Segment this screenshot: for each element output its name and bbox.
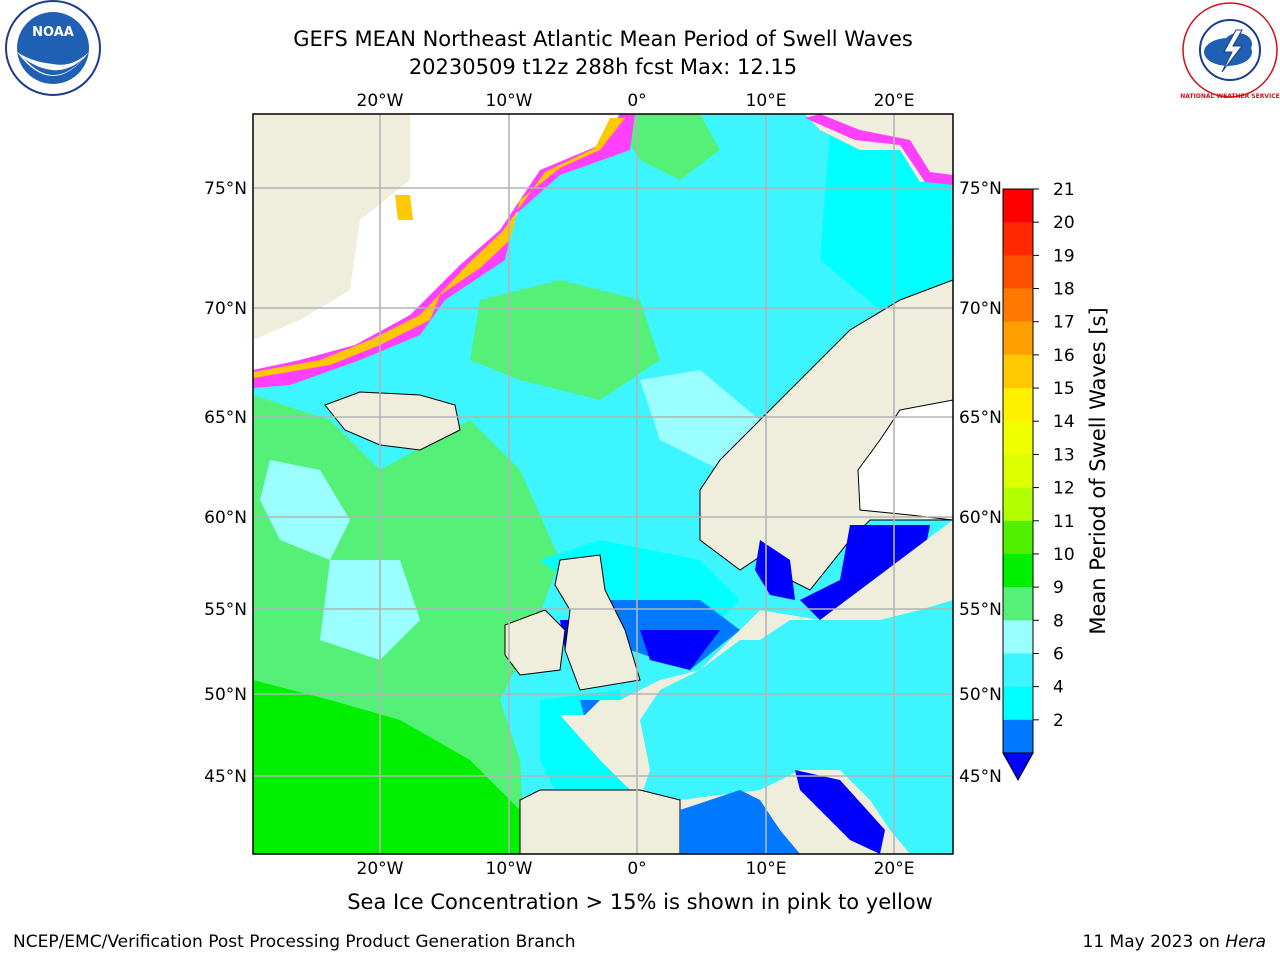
lon-label-top: 20°E [874, 91, 915, 111]
colorbar-tick-label: 6 [1053, 644, 1064, 664]
noaa-logo: NOAA [5, 0, 101, 96]
colorbar-tick-label: 21 [1053, 180, 1075, 200]
lat-label-right: 65°N [959, 408, 1002, 428]
lat-label-left: 60°N [204, 508, 247, 528]
colorbar-tick-label: 15 [1053, 379, 1075, 399]
lat-label-left: 75°N [204, 179, 247, 199]
gulf-of-bothnia-ice [857, 399, 953, 521]
colorbar-swatch [1003, 487, 1033, 522]
lon-labels-bottom: 20°W 10°W 0° 10°E 20°E [357, 859, 915, 879]
colorbar-tick-label: 2 [1053, 711, 1064, 731]
colorbar-swatch [1003, 587, 1033, 621]
colorbar-label: Mean Period of Swell Waves [s] [1086, 307, 1110, 634]
lon-label-bottom: 20°E [874, 859, 915, 879]
ocean-swell-zone-bright-green [253, 680, 520, 854]
lat-label-right: 45°N [959, 767, 1002, 787]
lon-label-top: 10°E [746, 91, 787, 111]
lat-label-right: 55°N [959, 600, 1002, 620]
kattegat [755, 540, 795, 600]
ocean-swell-zone-light-3 [640, 370, 760, 470]
lat-label-left: 65°N [204, 408, 247, 428]
mediterranean-west [680, 790, 800, 854]
colorbar-tick-label: 10 [1053, 545, 1075, 565]
map-title: GEFS MEAN Northeast Atlantic Mean Period… [293, 27, 913, 51]
colorbar-tick-label: 9 [1053, 578, 1064, 598]
colorbar-swatch [1003, 354, 1033, 389]
colorbar-swatch [1003, 520, 1033, 555]
lat-label-left: 50°N [204, 685, 247, 705]
colorbar-tick-label: 20 [1053, 213, 1075, 233]
lat-label-right: 70°N [959, 299, 1002, 319]
lat-label-right: 50°N [959, 685, 1002, 705]
lon-label-top: 0° [627, 91, 646, 111]
nws-logo: NATIONAL WEATHER SERVICE [1180, 2, 1280, 100]
lon-label-bottom: 20°W [357, 859, 404, 879]
lon-label-top: 20°W [357, 91, 404, 111]
lat-label-left: 70°N [204, 299, 247, 319]
adriatic-sea [795, 770, 885, 854]
colorbar-swatch [1003, 454, 1033, 489]
colorbar-swatch [1003, 255, 1033, 290]
colorbar-swatch [1003, 189, 1033, 223]
lat-labels-right: 75°N 70°N 65°N 60°N 55°N 50°N 45°N [959, 179, 1002, 787]
ireland-land [504, 609, 566, 676]
greenland-land [253, 114, 410, 340]
colorbar-swatch [1003, 388, 1033, 422]
noaa-logo-text: NOAA [32, 25, 74, 40]
lon-label-bottom: 10°W [486, 859, 533, 879]
colorbar-swatch [1003, 653, 1033, 688]
colorbar-swatch [1003, 288, 1033, 323]
graticule [253, 114, 953, 854]
great-britain-land [554, 554, 641, 691]
colorbar-tick-label: 4 [1053, 678, 1064, 698]
colorbar-tick-label: 11 [1053, 512, 1075, 532]
colorbar-tick-label: 13 [1053, 445, 1075, 465]
run-date-text: 11 May 2023 on [1082, 932, 1220, 952]
sea-ice-patch [395, 195, 413, 220]
lon-labels-top: 20°W 10°W 0° 10°E 20°E [357, 91, 915, 111]
colorbar: 21 20 19 18 17 16 15 14 13 12 11 10 9 8 6 4 2 [1002, 180, 1075, 782]
lon-label-bottom: 0° [627, 859, 646, 879]
map-area [253, 114, 953, 854]
colorbar-extend-arrow [1002, 752, 1034, 782]
ocean-swell-zone-light-2 [320, 560, 420, 660]
colorbar-swatch [1003, 321, 1033, 356]
lat-label-left: 45°N [204, 767, 247, 787]
colorbar-tick-label: 18 [1053, 280, 1075, 300]
lat-label-left: 55°N [204, 600, 247, 620]
continental-europe-land [520, 520, 953, 854]
colorbar-swatch [1003, 620, 1033, 654]
colorbar-tick-label: 16 [1053, 346, 1075, 366]
svalbard-sea-ice [805, 114, 953, 185]
ocean-swell-zone-light [260, 460, 350, 560]
map-subtitle: 20230509 t12z 288h fcst Max: 12.15 [408, 55, 798, 79]
host-name: Hera [1225, 932, 1266, 952]
lat-label-right: 75°N [959, 179, 1002, 199]
colorbar-swatch [1003, 553, 1033, 588]
colorbar-swatch [1003, 719, 1033, 754]
lon-label-top: 10°W [486, 91, 533, 111]
ocean-swell-zone-norwegian-sea [470, 280, 660, 400]
credit-text: NCEP/EMC/Verification Post Processing Pr… [13, 932, 576, 952]
lat-label-right: 60°N [959, 508, 1002, 528]
colorbar-swatch [1003, 222, 1033, 256]
colorbar-tick-label: 17 [1053, 313, 1075, 333]
nws-logo-text: NATIONAL WEATHER SERVICE [1180, 93, 1279, 100]
colorbar-tick-label: 8 [1053, 611, 1064, 631]
lat-labels-left: 75°N 70°N 65°N 60°N 55°N 50°N 45°N [204, 179, 247, 787]
colorbar-swatch [1003, 686, 1033, 721]
sea-ice-note: Sea Ice Concentration > 15% is shown in … [347, 890, 933, 914]
map-frame [252, 113, 954, 855]
lon-label-bottom: 10°E [746, 859, 787, 879]
colorbar-frame [1002, 188, 1034, 754]
iberia-land [519, 789, 681, 854]
colorbar-swatch [1003, 421, 1033, 455]
ocean-swell-zone-dark-blue [640, 630, 720, 670]
colorbar-tick-label: 12 [1053, 479, 1075, 499]
colorbar-tick-label: 19 [1053, 246, 1075, 266]
run-date: 11 May 2023 on Hera [1083, 932, 1267, 952]
colorbar-tick-label: 14 [1053, 412, 1075, 432]
